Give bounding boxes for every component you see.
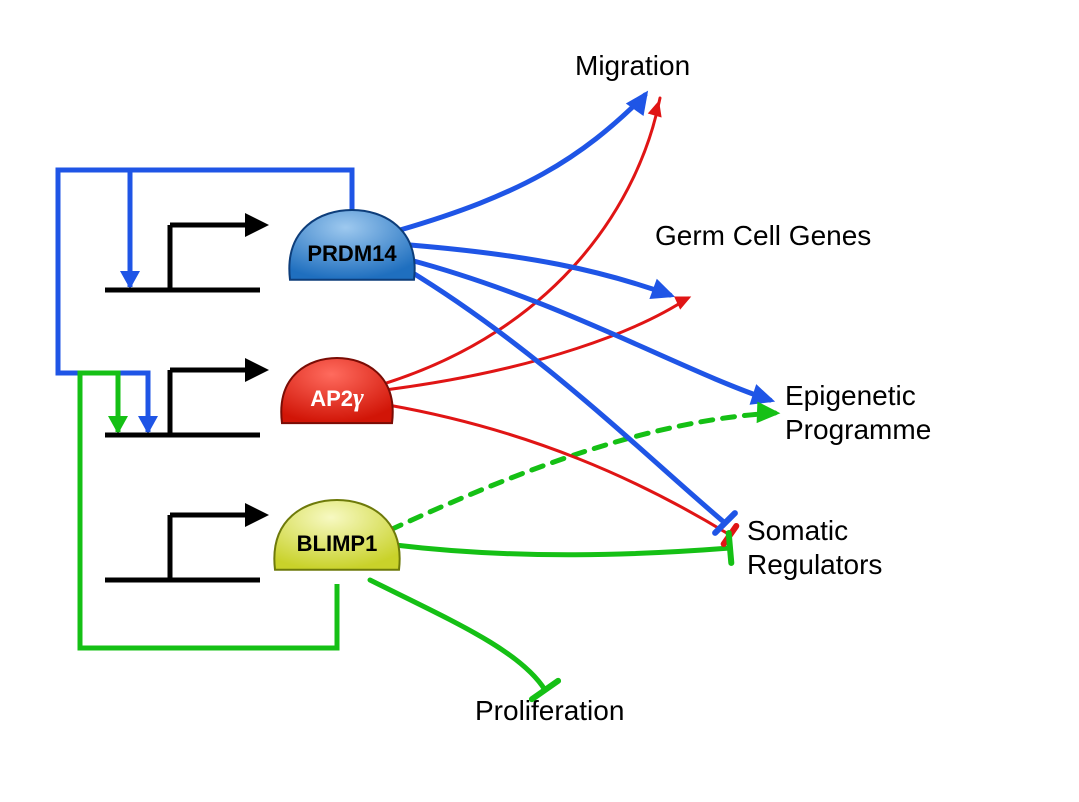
arrowhead (649, 279, 678, 307)
target-migration: Migration (575, 50, 690, 81)
node-label-ap2g: AP2γ (310, 383, 364, 412)
edge-ap2g-migration (380, 98, 660, 385)
edge-blimp1-epigenetic (390, 413, 775, 530)
promoter-3 (105, 503, 269, 580)
arrowhead (648, 99, 666, 118)
target-somatic: SomaticRegulators (747, 515, 882, 580)
edge-prdm14-migration (400, 95, 645, 230)
node-ap2g: AP2γ (281, 358, 392, 423)
target-germ: Germ Cell Genes (655, 220, 871, 251)
arrowhead-feedback-green (108, 416, 128, 434)
node-blimp1: BLIMP1 (274, 500, 399, 570)
arrowhead-feedback-blue-p2 (138, 416, 158, 434)
arrowhead-feedback-blue-p1 (120, 271, 140, 289)
node-label-blimp1: BLIMP1 (297, 531, 378, 556)
node-prdm14: PRDM14 (289, 210, 414, 280)
edge-prdm14-epigenetic (410, 260, 770, 400)
arrowhead (757, 402, 781, 424)
inhibition-bar (729, 533, 732, 563)
node-label-prdm14: PRDM14 (307, 241, 397, 266)
arrowhead (674, 290, 694, 310)
edge-ap2g-germ (385, 298, 688, 390)
target-epigenetic: EpigeneticProgramme (785, 380, 931, 445)
edge-prdm14-somatic (408, 270, 725, 523)
edge-blimp1-proliferation (370, 580, 545, 690)
edge-blimp1-somatic (395, 545, 730, 555)
target-proliferation: Proliferation (475, 695, 624, 726)
promoter-2 (105, 358, 269, 435)
